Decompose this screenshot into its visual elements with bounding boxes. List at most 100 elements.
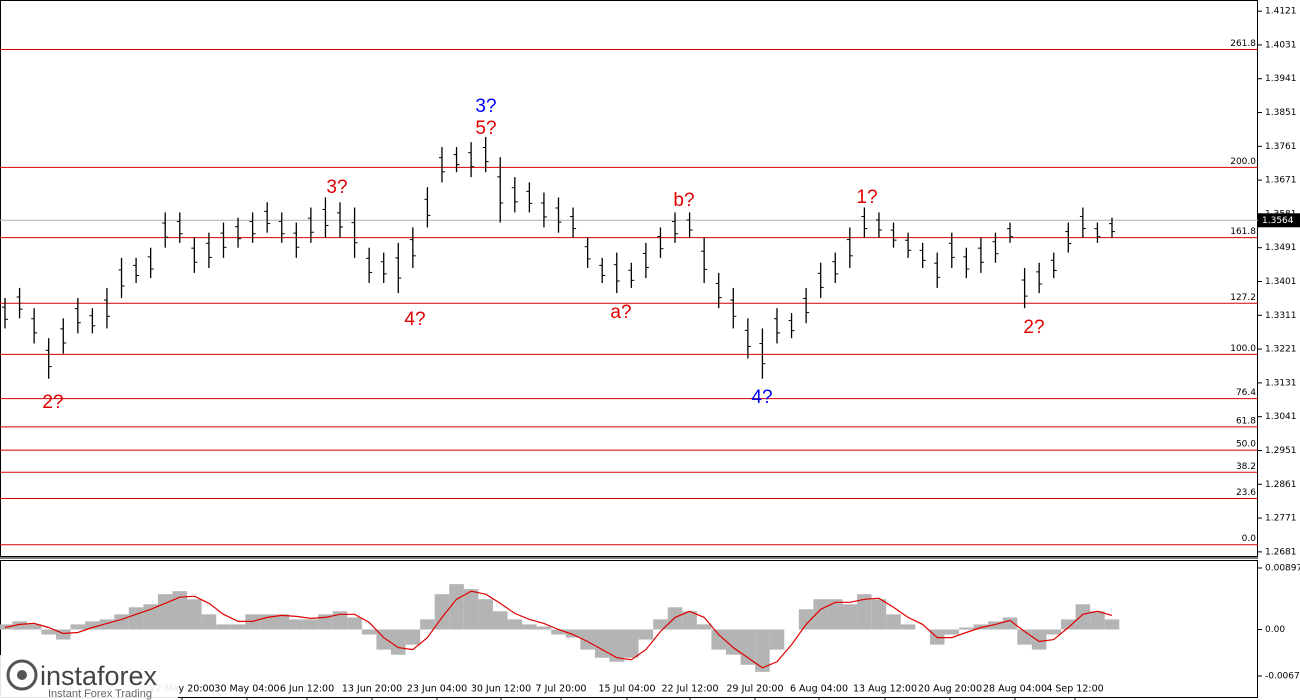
y-tick-label: 1.3311 [1265,311,1297,321]
macd-bar [390,629,406,655]
macd-bar [41,629,56,635]
y-tick-label: 1.3761 [1265,142,1297,152]
wave-label: 5? [475,118,496,139]
x-tick-label: 22 May 20:00 [149,684,214,695]
macd-bar [696,624,712,630]
macd-bar [551,629,566,635]
macd-bar [536,626,552,630]
macd-bar [201,614,217,630]
macd-bar [274,614,290,630]
y-tick-label: 1.2951 [1265,446,1297,456]
macd-bar [114,614,129,630]
macd-bar [143,604,158,630]
y-tick-label: 1.3041 [1265,412,1297,422]
macd-bar [944,629,960,635]
y-tick-label: 1.4031 [1265,40,1297,50]
macd-bar [1017,629,1032,645]
macd-bar [463,589,479,630]
macd-bar [361,629,377,635]
macd-bar [740,629,756,665]
macd-bar [70,624,86,630]
macd-bar [303,619,319,630]
macd-bar [565,629,581,638]
macd-bar [1031,629,1047,650]
macd-bar [26,624,42,630]
fib-label: 200.0 [1230,157,1256,167]
y-tick-label: 0.00897 [1265,563,1300,573]
fib-label: 76.4 [1236,388,1256,398]
x-tick-label: 13 Jun 20:00 [342,684,402,695]
logo-tagline: Instant Forex Trading [48,688,152,700]
macd-bar [900,624,916,630]
macd-bar [1090,611,1105,630]
x-tick-label: 6 Jun 12:00 [280,684,334,695]
macd-bar [580,629,595,650]
wave-label: 1? [856,187,877,208]
macd-bar [1046,629,1062,635]
price-panel [0,0,1258,557]
y-tick-label: 1.2861 [1265,480,1297,490]
macd-bar [726,629,741,655]
macd-bar [230,624,246,630]
y-tick-label: -0.00679 [1265,672,1300,682]
macd-bar [420,619,435,630]
macd-bar [594,629,610,658]
wave-label: 4? [404,309,425,330]
macd-bar [638,629,654,640]
fib-label: 100.0 [1230,344,1256,354]
macd-bar [711,629,727,650]
macd-bar [1104,619,1120,630]
macd-bar [172,591,188,630]
macd-bar [522,624,537,630]
macd-bar [128,607,144,630]
macd-bar [449,584,464,630]
x-tick-label: 30 Jun 12:00 [471,684,531,695]
logo-ring [6,659,38,691]
wave-label: 2? [1023,317,1044,338]
macd-bar [609,629,625,662]
x-tick-label: 6 Aug 04:00 [790,684,848,695]
logo-dot [17,670,27,680]
logo-name: instaforex [40,661,158,691]
fib-label: 61.8 [1236,416,1256,426]
macd-bar [1075,604,1091,630]
y-tick-label: 1.3671 [1265,176,1297,186]
wave-label: 2? [42,392,63,413]
macd-bar [12,621,27,630]
fib-label: 38.2 [1236,462,1256,472]
last-price-box [1258,213,1300,228]
macd-bar [857,594,872,630]
fib-label: 23.6 [1236,488,1256,498]
fib-label: 127.2 [1230,293,1256,303]
signal-line [4,590,1113,669]
macd-bar [85,621,100,630]
macd-bar [478,599,493,630]
y-tick-label: 0.00 [1265,625,1285,635]
x-tick-label: 20 Aug 20:00 [918,684,982,695]
x-tick-label: 22 Jul 12:00 [662,684,719,695]
fib-label: 50.0 [1236,440,1256,450]
macd-bar [1002,617,1018,630]
macd-bar [405,629,421,645]
macd-bar [871,599,887,630]
y-tick-label: 1.3491 [1265,243,1297,253]
y-tick-label: 1.3851 [1265,108,1297,118]
x-tick-label: 7 Jul 20:00 [536,684,587,695]
fib-label: 161.8 [1230,227,1256,237]
macd-bar [289,619,304,630]
x-tick-label: 30 May 04:00 [214,684,279,695]
last-price-label: 1.3564 [1262,216,1294,226]
macd-bar [755,629,770,672]
y-tick-label: 1.2771 [1265,514,1297,524]
macd-bar [216,624,231,630]
y-tick-label: 1.3221 [1265,345,1297,355]
y-tick-label: 1.3401 [1265,277,1297,287]
macd-bar [434,594,450,630]
macd-bar [682,611,697,630]
y-tick-label: 1.3131 [1265,378,1297,388]
macd-bar [959,627,974,630]
macd-bar [988,621,1003,630]
macd-bar [157,594,173,630]
wave-label: 3? [475,96,496,117]
